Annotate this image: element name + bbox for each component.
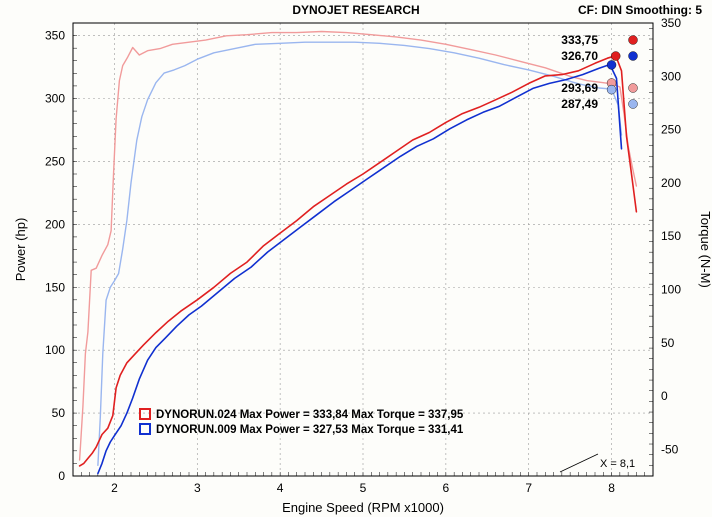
x-axis-title: Engine Speed (RPM x1000): [282, 500, 444, 515]
y-right-tick: 200: [661, 176, 681, 190]
marker-legend-dot: [629, 52, 638, 61]
dyno-chart: DYNOJET RESEARCH CF: DIN Smoothing: 5 2 3 4 5…: [0, 0, 712, 517]
y-right-tick: 300: [661, 69, 681, 83]
y-left-tick: 100: [45, 343, 65, 357]
y-left-tick: 350: [45, 29, 65, 43]
x-tick: 2: [111, 481, 118, 495]
marker-legend-dot: [629, 84, 638, 93]
y-right-tick: 0: [661, 389, 668, 403]
y-left-tick: 150: [45, 280, 65, 294]
y-right-tick: 50: [661, 336, 675, 350]
marker-label: 333,75: [561, 33, 598, 47]
x-tick: 5: [360, 481, 367, 495]
marker-legend-dot: [629, 100, 638, 109]
marker-legend-dot: [629, 36, 638, 45]
y-right-tick: 100: [661, 282, 681, 296]
y-right-tick: 250: [661, 123, 681, 137]
y-right-tick: 150: [661, 229, 681, 243]
y-right-tick: 350: [661, 16, 681, 30]
chart-title: DYNOJET RESEARCH: [292, 3, 419, 17]
marker-dot: [607, 85, 616, 94]
y-left-tick: 50: [52, 406, 66, 420]
x-tick: 4: [277, 481, 284, 495]
x-tick: 7: [525, 481, 532, 495]
x-tick: 3: [194, 481, 201, 495]
marker-label: 287,49: [561, 97, 598, 111]
marker-label: 326,70: [561, 49, 598, 63]
y-left-tick: 0: [58, 469, 65, 483]
y-left-tick: 200: [45, 217, 65, 231]
marker-dot: [611, 52, 620, 61]
chart-header-right: CF: DIN Smoothing: 5: [578, 3, 702, 17]
marker-label: 293,69: [561, 81, 598, 95]
cursor-annotation-text: X = 8,1: [600, 458, 635, 470]
y-right-tick: -50: [661, 442, 679, 456]
x-tick: 6: [443, 481, 450, 495]
x-tick: 8: [608, 481, 615, 495]
legend-text: DYNORUN.024 Max Power = 333,84 Max Torqu…: [156, 409, 464, 421]
y-left-axis-title: Power (hp): [13, 218, 28, 282]
marker-dot: [607, 60, 616, 69]
y-left-tick: 250: [45, 154, 65, 168]
y-right-axis-title: Torque (N-M): [698, 211, 712, 288]
legend-text: DYNORUN.009 Max Power = 327,53 Max Torqu…: [156, 424, 464, 436]
y-left-tick: 300: [45, 92, 65, 106]
